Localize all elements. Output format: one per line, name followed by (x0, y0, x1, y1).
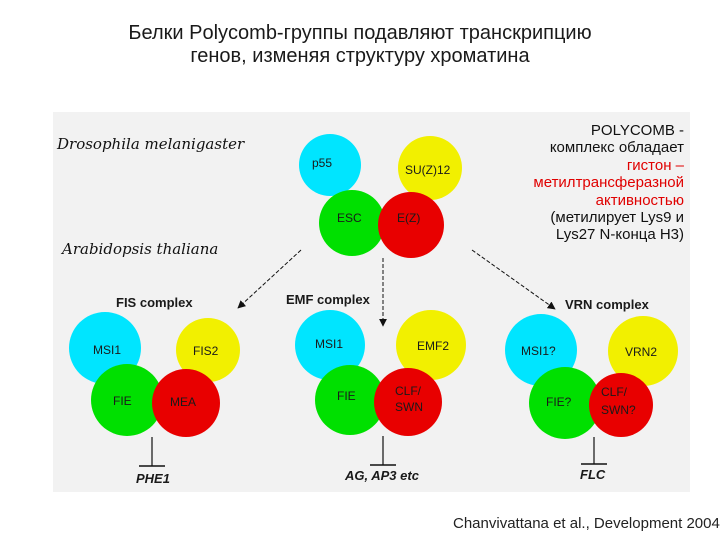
emf-repression (370, 436, 396, 466)
emf-clf-label: CLF/ (395, 384, 422, 398)
species-arabidopsis: Arabidopsis thaliana (62, 240, 219, 258)
mea-label: MEA (170, 395, 196, 409)
emf-complex: MSI1 EMF2 FIE CLF/ SWN (295, 310, 466, 436)
esc-label: ESC (337, 211, 362, 225)
fis2-label: FIS2 (193, 344, 219, 358)
title-line-2: генов, изменяя структуру хроматина (190, 45, 530, 67)
vrn-complex-label: VRN complex (565, 297, 650, 312)
polycomb-note: POLYCOMB - комплекс обладает гистон – ме… (472, 122, 684, 244)
vrn-repression (581, 437, 607, 465)
vrn-swn-label: SWN? (601, 403, 636, 417)
fis-fie-label: FIE (113, 394, 132, 408)
fis-complex: MSI1 FIS2 FIE MEA (69, 312, 240, 437)
p55-protein (299, 134, 361, 196)
emf-clf-swn-protein (374, 368, 442, 436)
ez-label: E(Z) (397, 211, 420, 225)
emf-fie-protein (315, 365, 385, 435)
esc-protein (319, 190, 385, 256)
ez-protein (378, 192, 444, 258)
slide-title: Белки Polycomb-группы подавляют транскри… (0, 22, 720, 68)
fis-fie-protein (91, 364, 163, 436)
emf-swn-label: SWN (395, 400, 423, 414)
vrn2-protein (608, 316, 678, 386)
polycomb-line-1: POLYCOMB - (590, 122, 684, 139)
suz12-protein (398, 136, 462, 200)
fis-complex-label: FIS complex (116, 295, 193, 310)
target-flc: FLC (580, 467, 606, 482)
vrn-fie-label: FIE? (546, 395, 572, 409)
title-line-1: Белки Polycomb-группы подавляют транскри… (128, 22, 592, 44)
vrn-clf-swn-protein (589, 373, 653, 437)
polycomb-line-3: гистон – (626, 156, 684, 174)
citation: Chanvivattana et al., Development 2004 (453, 515, 720, 532)
arrow-to-vrn (471, 249, 556, 310)
polycomb-line-5: активностью (595, 191, 684, 209)
polycomb-line-4: метилтрансферазной (533, 174, 684, 192)
species-drosophila: Drosophila melanigaster (57, 135, 245, 153)
polycomb-line-2: комплекс обладает (549, 139, 684, 157)
p55-label: p55 (312, 156, 332, 170)
fis2-protein (176, 318, 240, 382)
vrn-complex: MSI1? VRN2 FIE? CLF/ SWN? (505, 314, 678, 439)
vrn-clf-label: CLF/ (601, 385, 628, 399)
emf-fie-label: FIE (337, 389, 356, 403)
emf2-protein (396, 310, 466, 380)
emf2-label: EMF2 (417, 339, 449, 353)
fis-repression (139, 437, 165, 467)
emf-msi1-label: MSI1 (315, 337, 343, 351)
vrn2-label: VRN2 (625, 345, 657, 359)
arrow-to-fis (237, 249, 302, 309)
mea-protein (152, 369, 220, 437)
polycomb-line-7: Lys27 N-конца H3) (555, 226, 684, 244)
drosophila-complex: p55 SU(Z)12 ESC E(Z) (299, 134, 462, 258)
target-ag-ap3: AG, AP3 etc (344, 468, 420, 483)
fis-msi1-label: MSI1 (93, 343, 121, 357)
emf-msi1-protein (295, 310, 365, 380)
vrn-fie-protein (529, 367, 601, 439)
polycomb-line-6: (метилирует Lys9 и (550, 209, 684, 227)
emf-complex-label: EMF complex (286, 292, 371, 307)
vrn-msi1-label: MSI1? (521, 344, 556, 358)
suz12-label: SU(Z)12 (405, 163, 451, 177)
target-phe1: PHE1 (136, 471, 170, 486)
